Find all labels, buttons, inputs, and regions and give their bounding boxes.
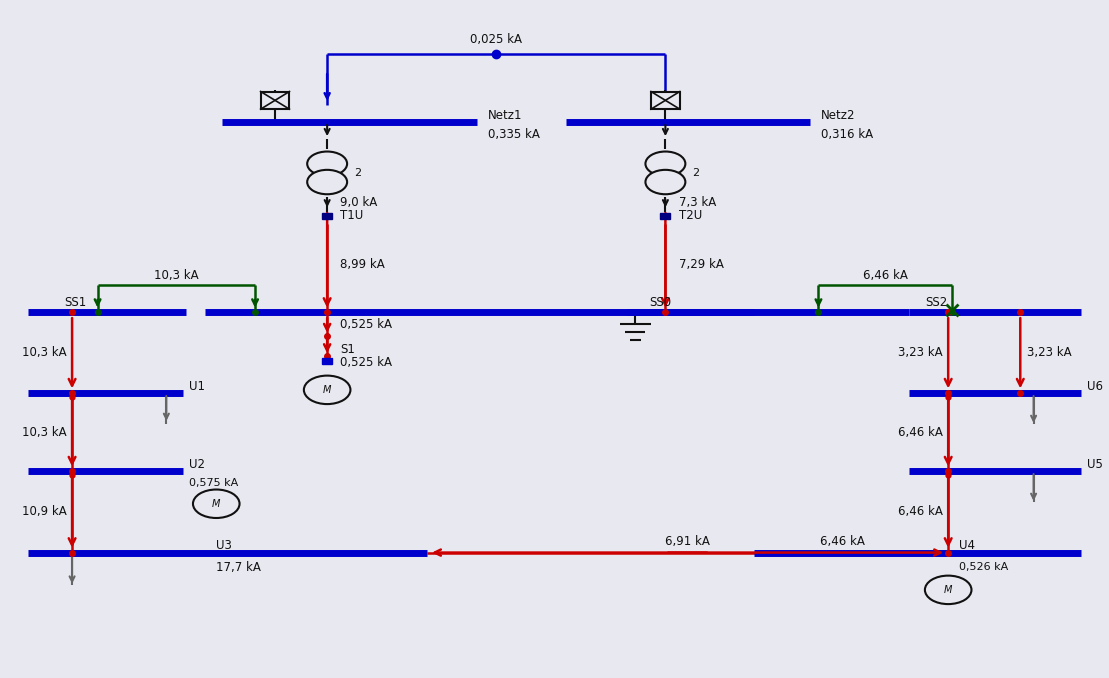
Text: 6,46 kA: 6,46 kA bbox=[821, 535, 865, 549]
Bar bbox=[322, 213, 332, 218]
Text: SS0: SS0 bbox=[649, 296, 671, 309]
Circle shape bbox=[645, 152, 685, 176]
Text: 10,3 kA: 10,3 kA bbox=[154, 268, 199, 282]
Circle shape bbox=[925, 576, 971, 604]
Text: M: M bbox=[212, 499, 221, 508]
Circle shape bbox=[307, 152, 347, 176]
Text: 17,7 kA: 17,7 kA bbox=[216, 561, 261, 574]
Text: 3,23 kA: 3,23 kA bbox=[898, 346, 943, 359]
Text: 0,525 kA: 0,525 kA bbox=[340, 317, 393, 331]
Bar bbox=[261, 92, 289, 109]
Text: U4: U4 bbox=[959, 539, 975, 553]
Text: U6: U6 bbox=[1087, 380, 1102, 393]
Text: T1U: T1U bbox=[340, 209, 364, 222]
Text: 7,3 kA: 7,3 kA bbox=[679, 195, 716, 209]
Text: S1: S1 bbox=[340, 342, 355, 356]
Text: 0,575 kA: 0,575 kA bbox=[189, 479, 237, 488]
Bar bbox=[660, 213, 670, 218]
Text: SS1: SS1 bbox=[64, 296, 87, 309]
Text: 6,46 kA: 6,46 kA bbox=[898, 426, 943, 439]
Bar bbox=[651, 92, 680, 109]
Text: M: M bbox=[944, 585, 953, 595]
Text: 0,525 kA: 0,525 kA bbox=[340, 356, 393, 370]
Text: 10,3 kA: 10,3 kA bbox=[22, 346, 67, 359]
Text: 9,0 kA: 9,0 kA bbox=[340, 195, 378, 209]
Text: 2: 2 bbox=[354, 168, 360, 178]
Text: 6,46 kA: 6,46 kA bbox=[863, 268, 907, 282]
Text: U2: U2 bbox=[189, 458, 204, 471]
Text: 2: 2 bbox=[692, 168, 699, 178]
Text: 0,526 kA: 0,526 kA bbox=[959, 563, 1008, 572]
Text: 0,316 kA: 0,316 kA bbox=[821, 127, 873, 141]
Circle shape bbox=[304, 376, 350, 404]
Text: Netz1: Netz1 bbox=[488, 108, 522, 122]
Text: U3: U3 bbox=[216, 539, 232, 553]
Text: 10,9 kA: 10,9 kA bbox=[22, 505, 67, 519]
Text: 7,29 kA: 7,29 kA bbox=[679, 258, 723, 271]
Text: 0,025 kA: 0,025 kA bbox=[470, 33, 522, 46]
Text: 6,46 kA: 6,46 kA bbox=[898, 505, 943, 519]
Text: Netz2: Netz2 bbox=[821, 108, 855, 122]
Text: 0,335 kA: 0,335 kA bbox=[488, 127, 540, 141]
Text: U5: U5 bbox=[1087, 458, 1102, 471]
Text: T2U: T2U bbox=[679, 209, 702, 222]
Text: U1: U1 bbox=[189, 380, 204, 393]
Text: 3,23 kA: 3,23 kA bbox=[1027, 346, 1071, 359]
Bar bbox=[322, 358, 332, 365]
Text: 6,91 kA: 6,91 kA bbox=[665, 535, 710, 549]
Circle shape bbox=[307, 170, 347, 194]
Circle shape bbox=[645, 170, 685, 194]
Circle shape bbox=[193, 490, 240, 518]
Text: 10,3 kA: 10,3 kA bbox=[22, 426, 67, 439]
Text: 8,99 kA: 8,99 kA bbox=[340, 258, 385, 271]
Text: SS2: SS2 bbox=[925, 296, 947, 309]
Text: M: M bbox=[323, 385, 332, 395]
